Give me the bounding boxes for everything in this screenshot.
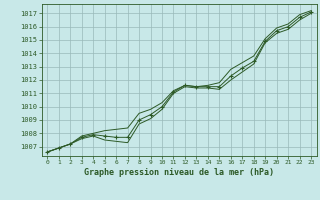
X-axis label: Graphe pression niveau de la mer (hPa): Graphe pression niveau de la mer (hPa) bbox=[84, 168, 274, 177]
